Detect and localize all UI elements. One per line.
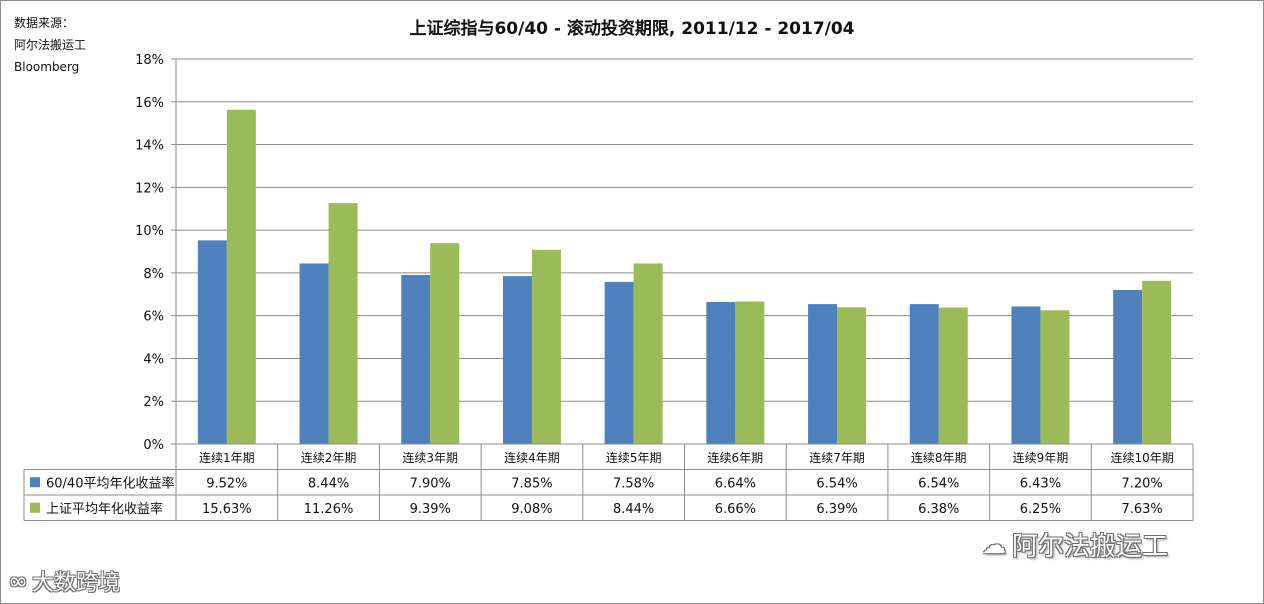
y-tick-label: 14% [135,139,164,154]
bar [328,203,358,444]
x-tick-label: 连续8年期 [911,450,967,465]
y-tick-label: 12% [135,181,164,196]
bar [299,263,329,444]
logo-icon: ∞ [8,567,28,595]
bar [430,243,460,444]
data-label: 7.20% [1121,476,1162,491]
y-tick-label: 0% [143,438,164,453]
bar [531,249,561,444]
y-tick-label: 10% [135,224,164,239]
legend-key [30,477,40,488]
y-tick-label: 2% [143,395,164,410]
chart-title: 上证综指与60/40 - 滚动投资期限, 2011/12 - 2017/04 [409,19,855,39]
data-label: 6.43% [1020,476,1061,491]
watermark-left-text: 大数跨境 [32,571,121,596]
data-label: 9.52% [206,476,247,491]
source-line: Bloomberg [14,60,80,74]
data-label: 6.64% [715,476,756,491]
bar [197,240,227,444]
data-label: 7.90% [410,476,451,491]
bar [706,301,736,444]
legend-key [30,502,40,513]
y-tick-label: 18% [135,53,164,68]
bar [502,276,532,444]
data-label: 6.25% [1020,502,1061,517]
watermark-left: ∞ 大数跨境 [8,565,120,597]
watermark-right: ☁ 阿尔法搬运工 [982,526,1168,563]
y-tick-label: 6% [143,310,164,325]
bar [226,109,256,445]
x-tick-label: 连续5年期 [606,450,662,465]
data-label: 8.44% [308,476,349,491]
bar [1113,290,1143,444]
data-label: 9.08% [511,502,552,517]
data-label: 15.63% [202,502,252,517]
y-tick-label: 8% [143,267,164,282]
bar [1011,306,1041,444]
data-label: 6.39% [816,502,857,517]
x-tick-label: 连续7年期 [809,450,865,465]
bar [1142,280,1172,444]
x-tick-label: 连续10年期 [1111,450,1174,465]
bar [1040,310,1070,444]
y-tick-label: 4% [143,352,164,367]
data-label: 6.66% [715,502,756,517]
source-line: 数据来源： [14,16,75,30]
x-tick-label: 连续6年期 [708,450,764,465]
y-tick-label: 16% [135,96,164,111]
legend-label: 60/40平均年化收益率 [46,475,174,491]
data-label: 6.38% [918,502,959,517]
bar [909,304,939,444]
bar [604,281,634,444]
bar [837,307,867,444]
data-label: 7.85% [511,476,552,491]
wechat-icon: ☁ [982,530,1006,559]
x-tick-label: 连续9年期 [1013,450,1069,465]
data-label: 8.44% [613,502,654,517]
x-tick-label: 连续1年期 [199,450,255,465]
bar [938,307,968,444]
data-label: 7.58% [613,476,654,491]
bar [808,304,838,444]
x-tick-label: 连续2年期 [301,450,357,465]
source-line: 阿尔法搬运工 [14,38,87,52]
watermark-right-text: 阿尔法搬运工 [1012,532,1169,562]
data-label: 7.63% [1121,502,1162,517]
x-tick-label: 连续3年期 [402,450,458,465]
data-label: 6.54% [816,476,857,491]
data-label: 6.54% [918,476,959,491]
source-note: 数据来源： 阿尔法搬运工 Bloomberg [14,12,86,78]
data-label: 9.39% [410,502,451,517]
legend-label: 上证平均年化收益率 [46,501,163,517]
x-tick-label: 连续4年期 [504,450,560,465]
bar [735,301,765,444]
bar [633,263,663,444]
bar [401,275,431,444]
data-label: 11.26% [304,502,354,517]
